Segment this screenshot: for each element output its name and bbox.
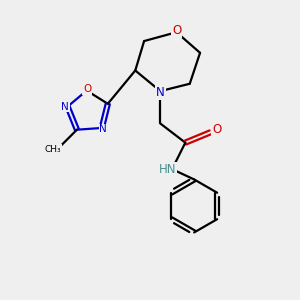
Text: CH₃: CH₃ — [44, 145, 61, 154]
Text: N: N — [99, 124, 107, 134]
Text: N: N — [61, 102, 69, 112]
Text: O: O — [172, 24, 181, 37]
Text: HN: HN — [159, 163, 176, 176]
Text: O: O — [212, 124, 221, 136]
Text: N: N — [156, 86, 165, 99]
Text: O: O — [83, 84, 92, 94]
